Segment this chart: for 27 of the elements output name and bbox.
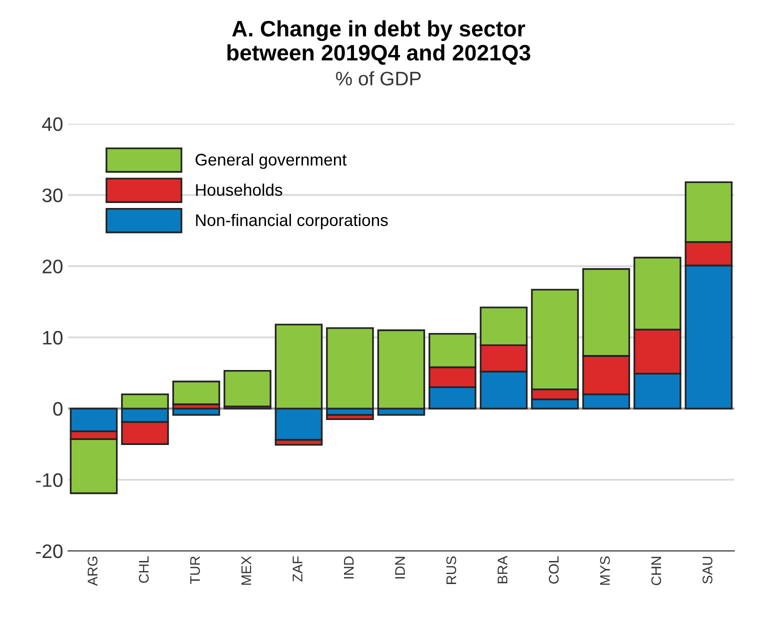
bar (224, 370, 272, 408)
y-tick-label: -10 (36, 473, 63, 487)
legend-label: Households (196, 184, 282, 196)
x-tick-label: MYS (600, 556, 610, 585)
chart-title: A. Change in debt by sector between 2019Q4 and 2021Q3 (227, 20, 530, 65)
x-tick-label: CHL (138, 556, 149, 583)
x-tick-label: IDN (395, 556, 405, 578)
chart-subtitle: % of GDP (336, 71, 421, 86)
x-tick-label: MEX (242, 556, 252, 585)
y-tick-label: 0 (53, 402, 63, 416)
y-tick-label: 40 (42, 117, 63, 132)
y-tick-label: 10 (43, 330, 63, 345)
y-tick-label: 30 (42, 188, 63, 202)
x-tick-label: SAU (702, 556, 712, 584)
x-tick-label: RUS (446, 556, 456, 584)
x-tick-label: BRA (498, 556, 508, 584)
x-tick-label: COL (548, 556, 559, 584)
legend-label: Non-financial corporations (196, 214, 388, 230)
x-tick-label: ZAF (292, 556, 302, 582)
y-tick-label: 20 (42, 260, 63, 274)
x-tick-label: CHN (651, 556, 662, 586)
x-tick-label: IND (344, 556, 354, 578)
x-tick-label: ARG (88, 556, 98, 586)
y-tick-label: -20 (36, 544, 63, 558)
x-tick-label: TUR (190, 556, 200, 584)
bar (172, 380, 220, 406)
legend-label: General government (196, 153, 347, 169)
